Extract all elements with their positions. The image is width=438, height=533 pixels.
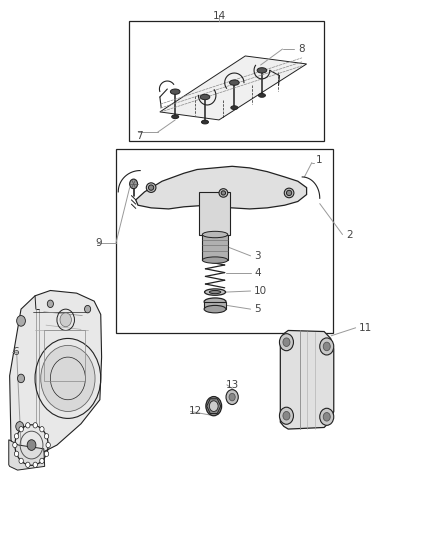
Bar: [116, 149, 333, 333]
Text: 2: 2: [346, 230, 353, 239]
Text: 8: 8: [298, 44, 304, 54]
Circle shape: [209, 401, 218, 411]
Circle shape: [323, 342, 330, 351]
Polygon shape: [160, 56, 307, 120]
Ellipse shape: [202, 257, 228, 263]
Circle shape: [283, 338, 290, 346]
Polygon shape: [280, 330, 334, 429]
Ellipse shape: [231, 106, 238, 110]
Text: 3: 3: [254, 251, 261, 261]
Polygon shape: [10, 290, 102, 458]
Circle shape: [40, 426, 44, 432]
Circle shape: [44, 434, 49, 439]
Ellipse shape: [130, 179, 138, 189]
Bar: [199, 192, 230, 235]
Ellipse shape: [209, 290, 221, 294]
Circle shape: [279, 334, 293, 351]
Polygon shape: [136, 166, 307, 209]
Ellipse shape: [202, 231, 228, 238]
Circle shape: [283, 411, 290, 420]
Bar: [204, 302, 226, 309]
Text: 10: 10: [254, 286, 267, 296]
Text: 6: 6: [12, 347, 19, 357]
Ellipse shape: [258, 94, 265, 98]
Ellipse shape: [204, 305, 226, 313]
Text: 14: 14: [212, 11, 226, 21]
Circle shape: [323, 413, 330, 421]
Polygon shape: [9, 440, 45, 470]
Ellipse shape: [204, 298, 226, 305]
Ellipse shape: [230, 80, 239, 85]
Circle shape: [40, 458, 44, 464]
Circle shape: [279, 407, 293, 424]
Circle shape: [13, 442, 17, 448]
Ellipse shape: [284, 188, 294, 198]
Circle shape: [19, 426, 23, 432]
Circle shape: [85, 305, 91, 313]
Circle shape: [206, 397, 222, 416]
Ellipse shape: [201, 120, 208, 124]
Ellipse shape: [219, 189, 228, 197]
Bar: [129, 21, 324, 141]
Circle shape: [26, 423, 30, 428]
Circle shape: [46, 442, 50, 448]
Circle shape: [60, 313, 71, 327]
Text: 1: 1: [315, 155, 322, 165]
Circle shape: [14, 451, 19, 456]
Circle shape: [14, 434, 19, 439]
Ellipse shape: [257, 68, 267, 73]
Text: 13: 13: [226, 380, 239, 390]
Circle shape: [47, 300, 53, 308]
Circle shape: [33, 462, 37, 467]
Text: 9: 9: [95, 238, 102, 247]
Text: 12: 12: [188, 407, 201, 416]
Circle shape: [26, 462, 30, 467]
Ellipse shape: [170, 89, 180, 94]
Bar: [44, 330, 85, 381]
Text: 7: 7: [136, 131, 142, 141]
Circle shape: [44, 451, 49, 456]
Circle shape: [33, 423, 37, 428]
Ellipse shape: [146, 183, 156, 192]
Circle shape: [16, 422, 24, 431]
Text: 4: 4: [254, 269, 261, 278]
Circle shape: [41, 345, 95, 411]
Ellipse shape: [286, 190, 292, 196]
Circle shape: [320, 408, 334, 425]
Circle shape: [226, 390, 238, 405]
Circle shape: [229, 393, 235, 401]
Ellipse shape: [172, 115, 179, 119]
Circle shape: [17, 316, 25, 326]
Circle shape: [320, 338, 334, 355]
Ellipse shape: [200, 94, 210, 100]
Ellipse shape: [205, 289, 226, 295]
Ellipse shape: [221, 191, 226, 195]
Circle shape: [18, 374, 25, 383]
Ellipse shape: [148, 185, 154, 190]
Circle shape: [27, 440, 36, 450]
Text: 5: 5: [254, 304, 261, 314]
Bar: [202, 235, 228, 260]
Circle shape: [19, 458, 23, 464]
Text: 11: 11: [359, 323, 372, 333]
